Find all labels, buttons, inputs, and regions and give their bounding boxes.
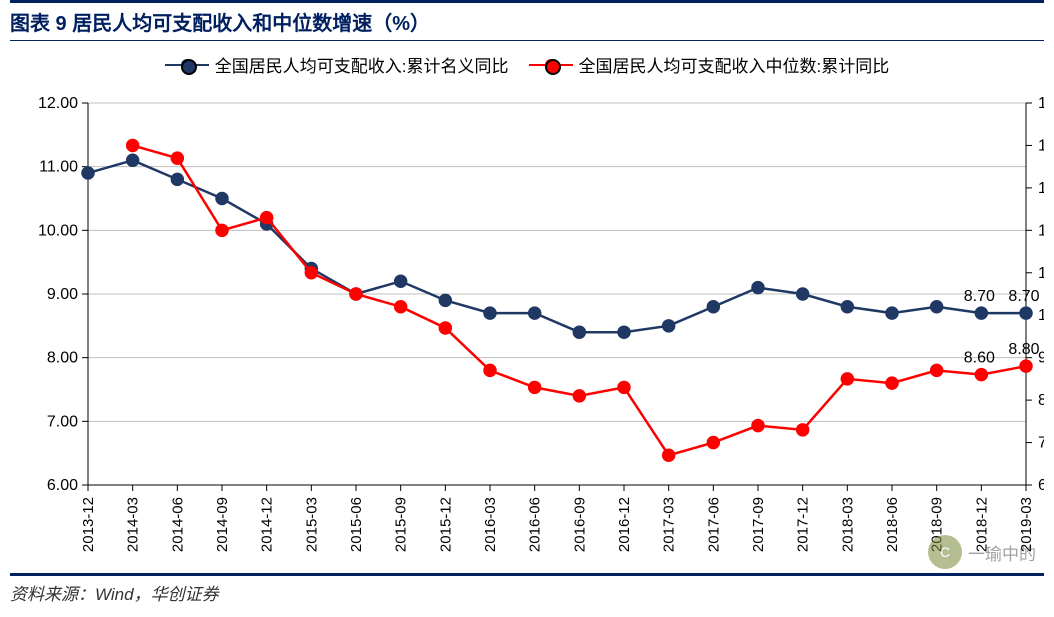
svg-text:2017-12: 2017-12 <box>795 497 812 552</box>
svg-text:2018-03: 2018-03 <box>839 497 856 552</box>
svg-text:2018-06: 2018-06 <box>884 497 901 552</box>
source-label: 资料来源： <box>10 585 95 604</box>
svg-text:7.00: 7.00 <box>1038 435 1044 452</box>
watermark-icon: C <box>928 535 962 569</box>
svg-text:7.00: 7.00 <box>47 414 78 431</box>
svg-text:2016-12: 2016-12 <box>616 497 633 552</box>
svg-text:9.00: 9.00 <box>47 286 78 303</box>
chart-container: 图表 9 居民人均可支配收入和中位数增速（%） 全国居民人均可支配收入:累计名义… <box>0 0 1054 617</box>
title-bar: 图表 9 居民人均可支配收入和中位数增速（%） <box>10 0 1044 41</box>
svg-text:11.00: 11.00 <box>39 159 78 176</box>
line-chart: 6.00 7.00 8.00 9.00 10.00 11.00 12.00 6.00 7.00 8… <box>10 83 1044 573</box>
svg-text:11.00: 11.00 <box>1038 265 1044 282</box>
svg-text:2017-09: 2017-09 <box>750 497 767 552</box>
svg-text:2015-09: 2015-09 <box>393 497 410 552</box>
chart-wrap: 全国居民人均可支配收入:累计名义同比 全国居民人均可支配收入中位数:累计同比 6.… <box>10 45 1044 573</box>
legend-swatch <box>529 64 573 67</box>
svg-text:8.60: 8.60 <box>964 350 995 367</box>
svg-text:8.80: 8.80 <box>1008 341 1039 358</box>
svg-text:2014-06: 2014-06 <box>169 497 186 552</box>
svg-text:2015-03: 2015-03 <box>303 497 320 552</box>
legend-swatch <box>165 64 209 67</box>
svg-text:8.70: 8.70 <box>964 288 995 305</box>
svg-text:8.00: 8.00 <box>47 350 78 367</box>
svg-text:13.00: 13.00 <box>1038 180 1044 197</box>
footer: 资料来源：Wind，华创证券 <box>10 573 1044 605</box>
source-value: Wind，华创证券 <box>95 585 219 604</box>
svg-text:2016-06: 2016-06 <box>527 497 544 552</box>
legend: 全国居民人均可支配收入:累计名义同比 全国居民人均可支配收入中位数:累计同比 <box>10 45 1044 83</box>
svg-text:2016-03: 2016-03 <box>482 497 499 552</box>
svg-text:2017-06: 2017-06 <box>705 497 722 552</box>
svg-text:14.00: 14.00 <box>1038 138 1044 155</box>
svg-text:2015-06: 2015-06 <box>348 497 365 552</box>
watermark-text: 一瑜中的 <box>968 540 1036 565</box>
svg-text:10.00: 10.00 <box>38 223 78 240</box>
svg-text:15.00: 15.00 <box>1038 95 1044 112</box>
svg-text:8.00: 8.00 <box>1038 392 1044 409</box>
svg-text:2014-09: 2014-09 <box>214 497 231 552</box>
legend-item: 全国居民人均可支配收入:累计名义同比 <box>165 52 509 77</box>
svg-text:2015-12: 2015-12 <box>437 497 454 552</box>
legend-item: 全国居民人均可支配收入中位数:累计同比 <box>529 52 890 77</box>
legend-label: 全国居民人均可支配收入中位数:累计同比 <box>579 52 890 77</box>
svg-text:12.00: 12.00 <box>1038 223 1044 240</box>
svg-text:2014-12: 2014-12 <box>259 497 276 552</box>
svg-text:2016-09: 2016-09 <box>571 497 588 552</box>
legend-label: 全国居民人均可支配收入:累计名义同比 <box>215 52 509 77</box>
svg-text:12.00: 12.00 <box>38 95 78 112</box>
svg-text:6.00: 6.00 <box>1038 477 1044 494</box>
svg-text:2013-12: 2013-12 <box>80 497 97 552</box>
chart-title: 图表 9 居民人均可支配收入和中位数增速（%） <box>10 7 1044 36</box>
svg-text:10.00: 10.00 <box>1038 307 1044 324</box>
svg-text:6.00: 6.00 <box>47 477 78 494</box>
svg-text:2014-03: 2014-03 <box>125 497 142 552</box>
svg-text:8.70: 8.70 <box>1008 288 1039 305</box>
watermark: C 一瑜中的 <box>928 535 1036 569</box>
svg-text:2017-03: 2017-03 <box>661 497 678 552</box>
